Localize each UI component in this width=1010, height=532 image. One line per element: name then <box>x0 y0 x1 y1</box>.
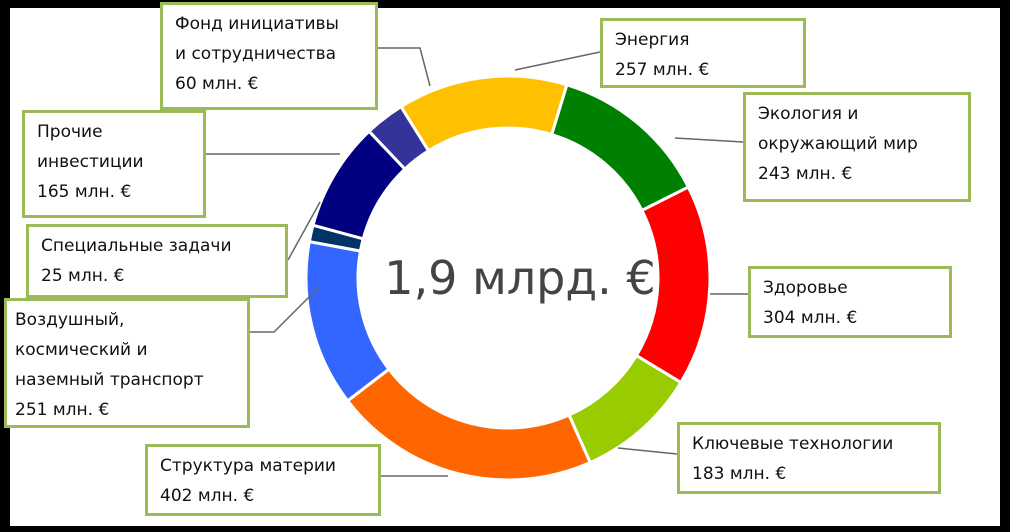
slice-name: Здоровье <box>763 278 848 298</box>
slice-name: Структура материи <box>160 456 336 476</box>
slice-name: Ключевые технологии <box>692 434 894 454</box>
chart-area: 1,9 млрд. € Энергия 257 млн. € Экология … <box>4 2 1000 526</box>
label-fund: Фонд инициативы и сотрудничества 60 млн.… <box>160 2 378 110</box>
leader-line-special <box>287 201 321 261</box>
slice-name: Фонд инициативы и сотрудничества <box>175 14 339 64</box>
slice-name: Энергия <box>615 30 690 50</box>
slice-energy <box>398 74 569 153</box>
slice-fund <box>367 104 431 172</box>
leader-line-energy <box>514 51 601 71</box>
slice-value: 25 млн. € <box>41 266 125 286</box>
donut-chart <box>206 47 748 482</box>
slice-value: 251 млн. € <box>15 400 110 420</box>
leader-line-ecology <box>674 137 744 143</box>
slice-value: 304 млн. € <box>763 308 858 328</box>
slice-value: 165 млн. € <box>37 182 132 202</box>
leader-line-fund <box>378 47 431 87</box>
slice-value: 183 млн. € <box>692 464 787 484</box>
label-transport: Воздушный, космический и наземный трансп… <box>4 298 250 428</box>
label-other: Прочие инвестиции 165 млн. € <box>22 110 206 218</box>
slice-name: Воздушный, космический и наземный трансп… <box>15 310 204 390</box>
label-ecology: Экология и окружающий мир 243 млн. € <box>743 92 971 202</box>
center-total-label: 1,9 млрд. € <box>384 251 656 305</box>
slice-value: 257 млн. € <box>615 60 710 80</box>
leader-line-key-tech <box>617 447 678 455</box>
slice-name: Экология и окружающий мир <box>758 104 918 154</box>
label-key-tech: Ключевые технологии 183 млн. € <box>677 422 941 494</box>
label-health: Здоровье 304 млн. € <box>748 266 952 338</box>
slice-name: Специальные задачи <box>41 236 232 256</box>
label-matter: Структура материи 402 млн. € <box>145 444 381 516</box>
slice-value: 60 млн. € <box>175 74 259 94</box>
slice-value: 243 млн. € <box>758 164 853 184</box>
label-energy: Энергия 257 млн. € <box>600 18 806 88</box>
leader-line-transport <box>250 285 321 333</box>
slice-value: 402 млн. € <box>160 486 255 506</box>
slice-key-tech <box>567 353 683 465</box>
slice-matter <box>345 367 593 482</box>
slice-ecology <box>549 82 691 213</box>
label-special: Специальные задачи 25 млн. € <box>26 224 288 298</box>
slice-name: Прочие инвестиции <box>37 122 144 172</box>
